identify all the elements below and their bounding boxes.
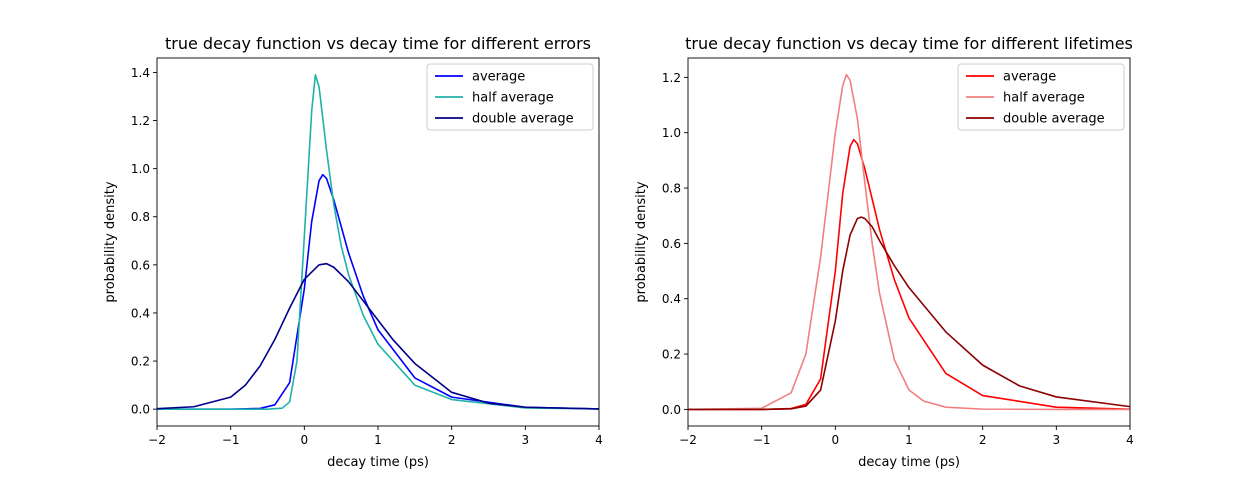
x-tick-label: 1 (905, 433, 913, 447)
y-tick-label: 0.0 (131, 403, 150, 417)
x-tick-label: −1 (222, 433, 240, 447)
y-axis-label: probability density (634, 181, 649, 302)
x-tick-label: 4 (595, 433, 603, 447)
x-tick-label: 4 (1126, 433, 1134, 447)
chart-2: −2 −1 0 1 2 3 4 0.0 0.2 0.4 0.6 0.8 1.0 1.2 true decay… (634, 34, 1134, 470)
y-tick-label: 0.8 (131, 210, 150, 224)
x-tick-label: 1 (374, 433, 382, 447)
legend: average half average double average (957, 63, 1125, 131)
y-tick-label: 0.2 (131, 355, 150, 369)
x-tick-label: 0 (301, 433, 309, 447)
series-line-3 (157, 262, 599, 410)
x-axis-label: decay time (ps) (858, 455, 960, 470)
series-line-2 (157, 74, 599, 410)
series-group (688, 73, 1130, 411)
x-tick-label: 2 (448, 433, 456, 447)
y-tick-label: 0.4 (662, 292, 681, 306)
x-tick-label: 0 (832, 433, 840, 447)
y-tick-label: 0.2 (662, 348, 681, 362)
legend-label-2: half average (1003, 91, 1085, 106)
x-axis-label: decay time (ps) (327, 455, 429, 470)
legend-label-3: double average (472, 112, 574, 127)
chart-title: true decay function vs decay time for di… (685, 34, 1133, 53)
series-line-1 (688, 138, 1130, 411)
legend-label-2: half average (472, 91, 554, 106)
legend-label-1: average (472, 70, 525, 85)
legend-box (426, 63, 594, 131)
y-tick-label: 0.0 (662, 403, 681, 417)
legend-box (957, 63, 1125, 131)
x-tick-label: 2 (979, 433, 987, 447)
series-line-1 (157, 173, 599, 410)
y-tick-label: 0.6 (662, 237, 681, 251)
y-tick-label: 0.8 (662, 182, 681, 196)
y-tick-label: 1.4 (131, 66, 150, 80)
series-group (157, 74, 599, 410)
chart-title: true decay function vs decay time for di… (165, 34, 591, 53)
y-tick-label: 1.2 (662, 71, 681, 85)
y-tick-label: 1.2 (131, 114, 150, 128)
y-tick-label: 1.0 (131, 162, 150, 176)
y-tick-label: 1.0 (662, 126, 681, 140)
x-tick-label: −1 (753, 433, 771, 447)
series-line-2 (688, 73, 1130, 411)
y-tick-label: 0.6 (131, 258, 150, 272)
legend-label-1: average (1003, 70, 1056, 85)
x-tick-label: 3 (1053, 433, 1061, 447)
chart-1: −2 −1 0 1 2 3 4 0.0 0.2 0.4 0.6 0.8 1.0 1.2 1.4 true de… (103, 34, 603, 470)
legend: average half average double average (426, 63, 594, 131)
x-tick-label: −2 (679, 433, 697, 447)
y-tick-label: 0.4 (131, 306, 150, 320)
x-tick-label: −2 (148, 433, 166, 447)
series-line-3 (688, 216, 1130, 411)
legend-label-3: double average (1003, 112, 1105, 127)
y-axis-label: probability density (103, 181, 118, 302)
x-tick-label: 3 (522, 433, 530, 447)
